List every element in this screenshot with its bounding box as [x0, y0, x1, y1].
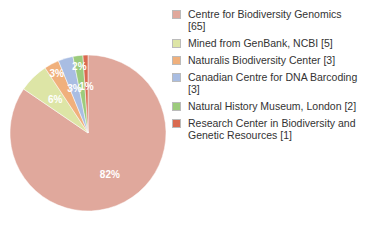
svg-text:1%: 1%	[79, 81, 94, 92]
html-text:Natural History Museum, London: Natural History Museum, London [2]	[188, 100, 357, 112]
svg-text:6%: 6%	[48, 94, 63, 105]
html-text:Research Center in Biodiversit: Research Center in Biodiversity and Gene…	[188, 117, 356, 141]
svg-text:3%: 3%	[49, 68, 64, 79]
svg-text:2%: 2%	[72, 61, 87, 72]
svg-text:82%: 82%	[100, 169, 120, 180]
svg-text:3%: 3%	[67, 82, 82, 94]
html-text:Centre for Biodiversity Genomi: Centre for Biodiversity Genomics [65]	[188, 8, 342, 32]
html-text:Canadian Centre for DNA Barcod: Canadian Centre for DNA Barcoding [3]	[188, 71, 358, 95]
html-text:Mined from GenBank, NCBI [5]: Mined from GenBank, NCBI [5]	[188, 37, 333, 49]
html-text:Naturalis Biodiversity Center: Naturalis Biodiversity Center [3]	[188, 54, 336, 66]
